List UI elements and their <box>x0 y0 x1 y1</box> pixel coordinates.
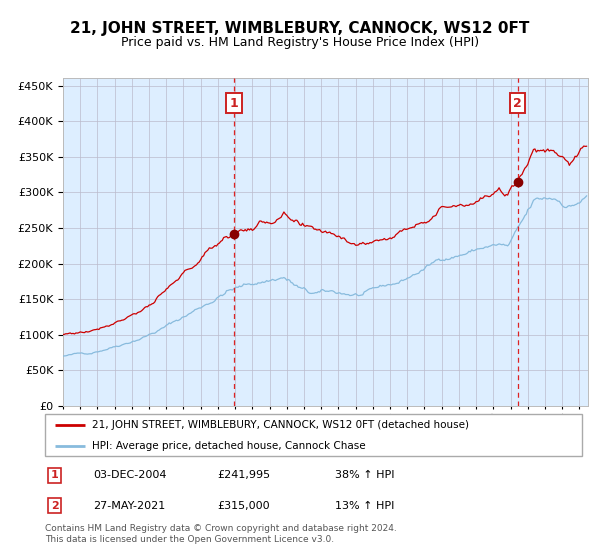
Text: £315,000: £315,000 <box>217 501 269 511</box>
Text: 1: 1 <box>51 470 59 480</box>
Text: 13% ↑ HPI: 13% ↑ HPI <box>335 501 394 511</box>
FancyBboxPatch shape <box>45 414 582 456</box>
Text: 2: 2 <box>513 97 522 110</box>
Text: £241,995: £241,995 <box>217 470 270 480</box>
Text: 2: 2 <box>51 501 59 511</box>
Text: 1: 1 <box>229 97 238 110</box>
Text: HPI: Average price, detached house, Cannock Chase: HPI: Average price, detached house, Cann… <box>92 441 366 451</box>
Text: 03-DEC-2004: 03-DEC-2004 <box>94 470 167 480</box>
Text: 21, JOHN STREET, WIMBLEBURY, CANNOCK, WS12 0FT (detached house): 21, JOHN STREET, WIMBLEBURY, CANNOCK, WS… <box>92 420 469 430</box>
Text: Contains HM Land Registry data © Crown copyright and database right 2024.
This d: Contains HM Land Registry data © Crown c… <box>45 524 397 544</box>
Text: 27-MAY-2021: 27-MAY-2021 <box>94 501 166 511</box>
Text: Price paid vs. HM Land Registry's House Price Index (HPI): Price paid vs. HM Land Registry's House … <box>121 36 479 49</box>
Text: 21, JOHN STREET, WIMBLEBURY, CANNOCK, WS12 0FT: 21, JOHN STREET, WIMBLEBURY, CANNOCK, WS… <box>70 21 530 36</box>
Text: 38% ↑ HPI: 38% ↑ HPI <box>335 470 394 480</box>
